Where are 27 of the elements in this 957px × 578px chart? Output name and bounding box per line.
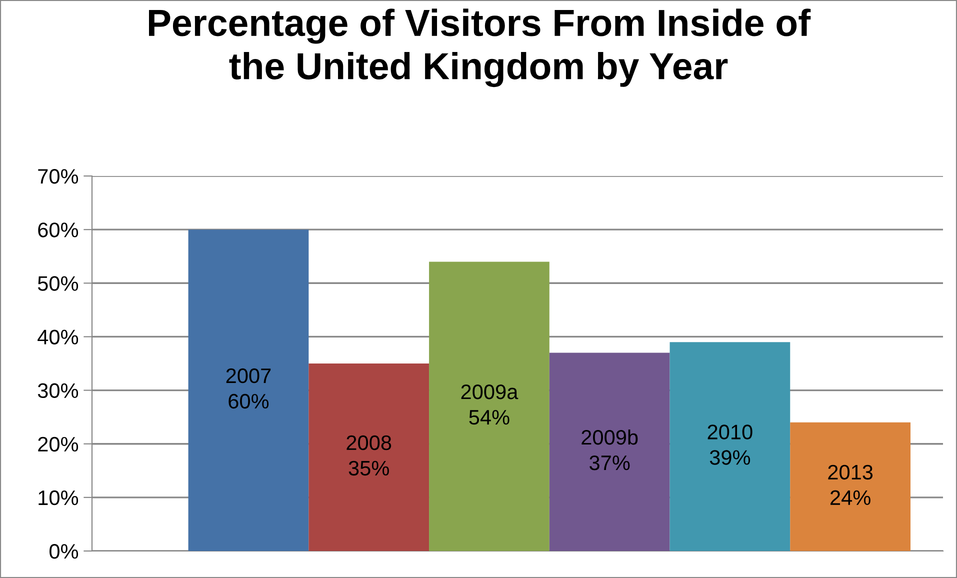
x-tick-label: 2013 [828,464,873,480]
x-tick-label: 2009a [461,384,518,400]
data-label: 37% [590,455,630,470]
y-tick-label: 20% [38,436,78,452]
x-tick-label: 2009b [582,429,638,445]
y-tick-label: 50% [38,276,78,291]
bar [549,352,670,551]
data-label: 54% [469,410,510,425]
y-tick-label: 30% [38,383,78,398]
y-tick-label: 70% [38,169,78,184]
y-tick-label: 0% [50,544,78,559]
x-tick-label: 2007 [226,368,271,384]
bar [670,342,790,551]
data-label: 35% [348,460,389,476]
x-tick-label: 2010 [708,424,752,440]
bar [429,262,550,551]
bar [188,230,309,551]
y-tick-label: 10% [38,490,78,506]
bar [308,364,430,551]
y-tick-label: 40% [38,330,78,344]
bar [790,422,910,551]
chart-title: Percentage of Visitors From Inside of the United Kingdom by Year [148,8,811,88]
data-label: 60% [228,394,269,409]
y-tick-label: 60% [38,222,78,238]
data-label: 39% [710,450,750,465]
data-label: 24% [830,490,870,505]
x-tick-label: 2008 [346,435,392,450]
